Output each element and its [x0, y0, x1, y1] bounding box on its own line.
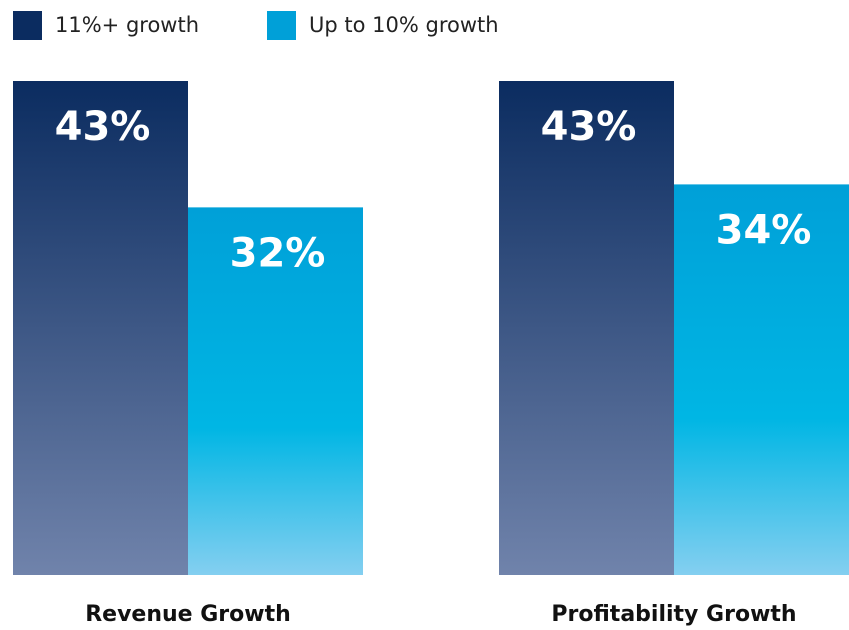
value-label: 43%: [541, 104, 637, 150]
legend-swatch: [267, 11, 296, 40]
bar: [499, 81, 674, 575]
value-label: 32%: [230, 230, 326, 276]
bar: [188, 207, 363, 576]
legend-swatch: [13, 11, 42, 40]
legend-label: 11%+ growth: [55, 13, 199, 37]
bar: [674, 184, 849, 575]
value-label: 43%: [55, 104, 151, 150]
legend-label: Up to 10% growth: [309, 13, 499, 37]
bar: [13, 81, 188, 575]
category-label: Revenue Growth: [85, 602, 291, 627]
value-label: 34%: [716, 207, 812, 253]
category-label: Profitability Growth: [551, 602, 796, 627]
